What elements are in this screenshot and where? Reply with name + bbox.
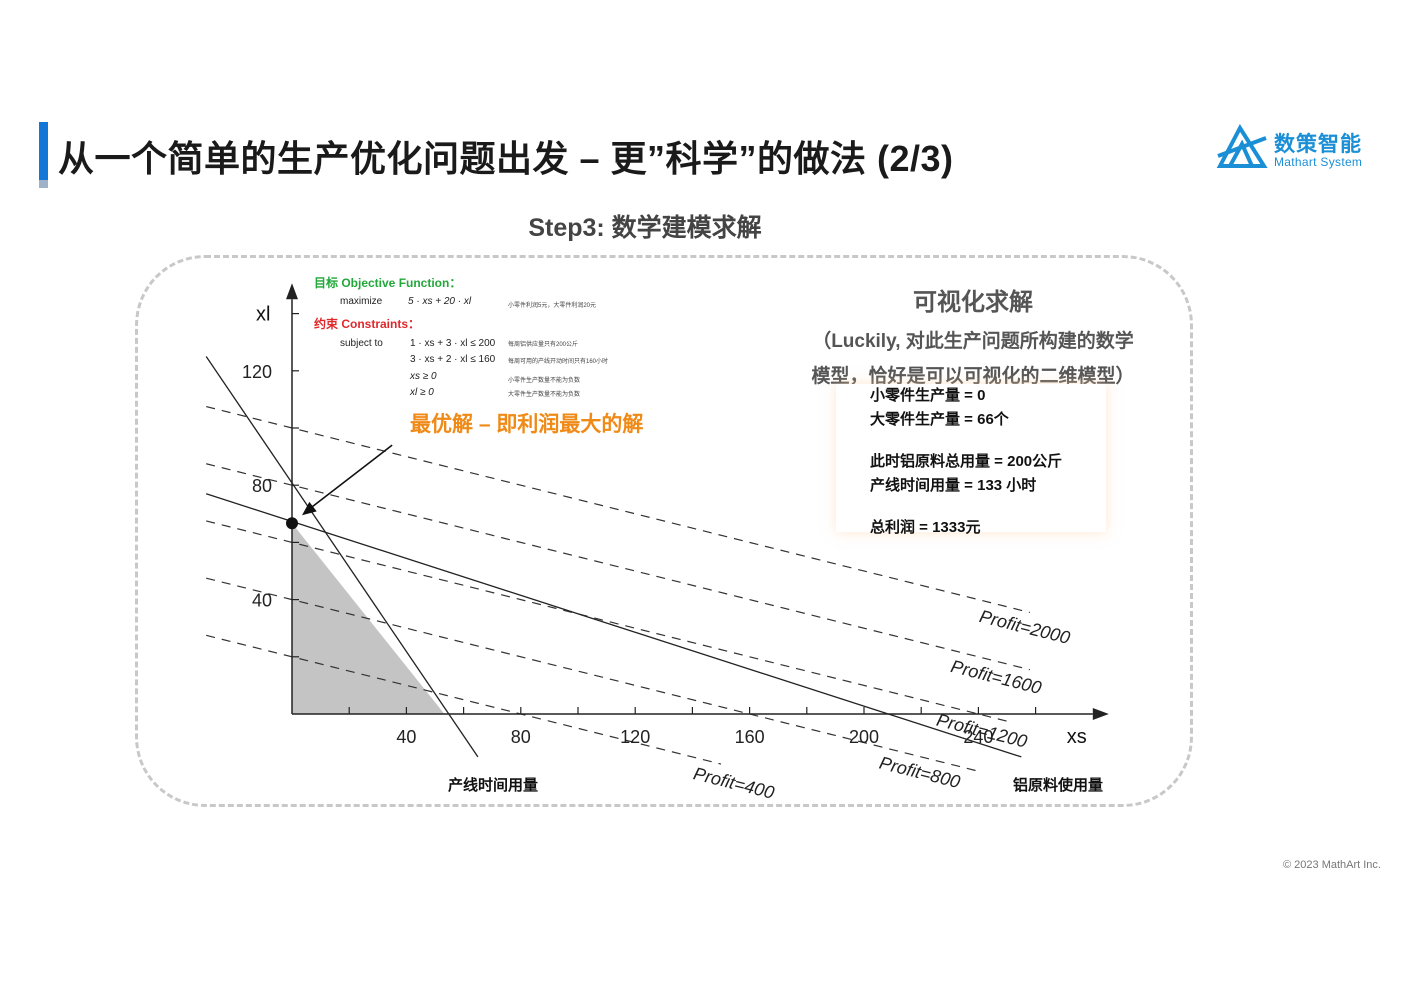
constraint-note: 大零件生产数量不能为负数 <box>508 392 581 398</box>
result-box: 小零件生产量 = 0 大零件生产量 = 66个 此时铝原料总用量 = 200公斤… <box>836 384 1106 536</box>
result-profit: 总利润 = 1333元 <box>870 519 981 536</box>
dashed-frame <box>135 255 1193 807</box>
constraint-label-aluminum: 铝原料使用量 <box>1013 777 1104 794</box>
x-tick-label: 40 <box>396 727 416 747</box>
result-line-time: 产线时间用量 = 133 小时 <box>870 477 1037 494</box>
result-large-parts: 大零件生产量 = 66个 <box>870 411 1009 428</box>
profit-line <box>206 405 1031 614</box>
profit-line-label: Profit=2000 <box>977 606 1072 648</box>
profit-line-label: Profit=400 <box>691 763 776 802</box>
constraint-note: 每周铝供应量只有200公斤 <box>508 342 579 348</box>
y-axis-arrow <box>286 283 298 300</box>
result-small-parts: 小零件生产量 = 0 <box>870 387 986 404</box>
title-accent-bar-main <box>39 122 48 180</box>
profit-line-label: Profit=1600 <box>949 656 1044 698</box>
constraint-expr: xs ≥ 0 <box>410 371 437 382</box>
constraint-expr: 1 · xs + 3 · xl ≤ 200 <box>410 338 496 349</box>
x-tick-label: 200 <box>849 727 879 747</box>
constraint-note: 小零件生产数量不能为负数 <box>508 378 581 384</box>
constraint-expr: xl ≥ 0 <box>410 387 434 398</box>
x-ticks: 40 80 120 160 200 240 <box>348 707 1037 747</box>
step-subtitle: Step3: 数学建模求解 <box>528 214 762 242</box>
result-aluminum: 此时铝原料总用量 = 200公斤 <box>870 453 1063 470</box>
constraints-heading: 约束 Constraints： <box>314 317 421 331</box>
logo-text-cn: 数策智能 <box>1274 133 1362 156</box>
objective-heading: 目标 Objective Function： <box>314 276 462 290</box>
subject-to-label: subject to <box>340 338 383 349</box>
mathart-logo-icon <box>1216 124 1268 168</box>
constraint-line-aluminum <box>206 493 1022 758</box>
y-axis-label: xl <box>256 303 270 325</box>
visual-description-line1: （Luckily, 对此生产问题所构建的数学 <box>812 331 1134 352</box>
x-tick-label: 80 <box>511 727 531 747</box>
optimal-point <box>286 517 298 530</box>
profit-line <box>206 463 1031 671</box>
maximize-label: maximize <box>340 296 383 307</box>
constraint-expr: 3 · xs + 2 · xl ≤ 160 <box>410 354 496 365</box>
constraint-label-time: 产线时间用量 <box>448 777 539 794</box>
x-tick-label: 240 <box>963 727 993 747</box>
x-tick-label: 120 <box>620 727 650 747</box>
title-accent-bar-tail <box>39 180 48 188</box>
optimal-pointer-arrow <box>308 444 393 510</box>
logo-text-en: Mathart System <box>1274 155 1363 169</box>
objective-note: 小零件利润5元，大零件利润20元 <box>508 303 597 309</box>
objective-expression: 5 · xs + 20 · xl <box>408 296 472 307</box>
visual-title: 可视化求解 <box>913 289 1033 316</box>
constraint-line-time <box>205 356 479 758</box>
y-tick-label: 40 <box>252 591 272 611</box>
x-axis-label: xs <box>1067 726 1087 748</box>
optimal-pointer-arrowhead <box>302 501 317 516</box>
y-ticks: 40 80 120 <box>242 313 299 658</box>
optimal-solution-label: 最优解 – 即利润最大的解 <box>410 413 644 436</box>
company-logo: 数策智能 Mathart System <box>1216 124 1376 172</box>
constraint-note: 每周可用的产线开动时间只有160小时 <box>508 359 609 365</box>
copyright-footer: © 2023 MathArt Inc. <box>1283 859 1381 871</box>
visual-description: （Luckily, 对此生产问题所构建的数学 模型，恰好是可以可视化的二维模型） <box>790 324 1156 394</box>
x-tick-label: 160 <box>735 727 765 747</box>
page-title: 从一个简单的生产优化问题出发 – 更”科学”的做法 (2/3) <box>58 138 954 179</box>
y-tick-label: 120 <box>242 362 272 382</box>
profit-line-label: Profit=800 <box>877 753 962 792</box>
y-tick-label: 80 <box>252 476 272 496</box>
profit-line <box>206 577 979 772</box>
visual-description-line2: 模型，恰好是可以可视化的二维模型） <box>811 366 1135 387</box>
title-accent-bar <box>39 122 48 188</box>
x-axis-arrow <box>1092 708 1109 720</box>
